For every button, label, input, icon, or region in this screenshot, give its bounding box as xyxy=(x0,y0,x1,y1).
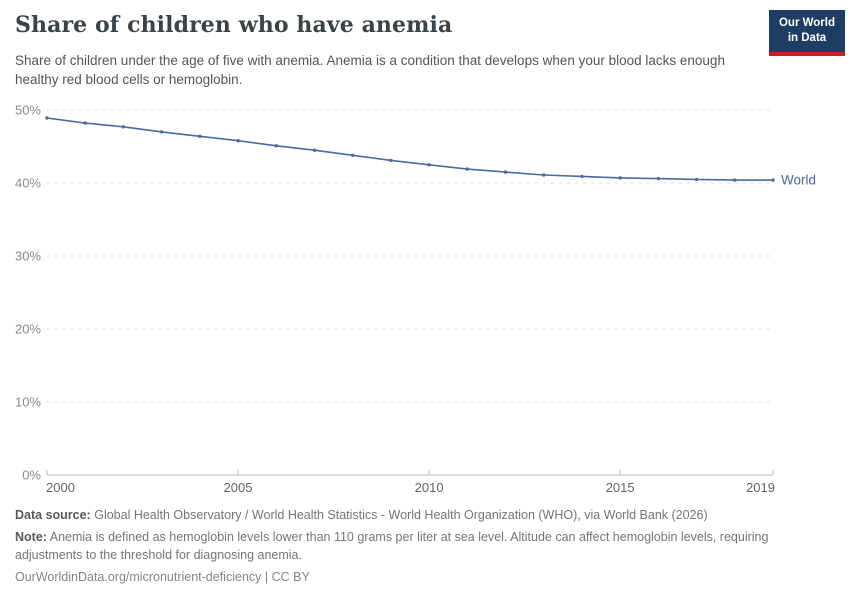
anemia-line-chart[interactable]: 0% 10% 20% 30% 40% 50% 2000 2005 2010 2015 2019 Wor… xyxy=(0,96,850,500)
x-tick-label: 2000 xyxy=(46,480,75,495)
x-tick-label: 2005 xyxy=(224,480,253,495)
data-point xyxy=(274,144,278,148)
data-point xyxy=(83,121,87,125)
note-label: Note: xyxy=(15,530,47,544)
data-point xyxy=(45,116,49,120)
data-source-line: Data source: Global Health Observatory /… xyxy=(15,506,837,524)
data-point xyxy=(351,153,355,157)
data-point xyxy=(465,167,469,171)
chart-footer: Data source: Global Health Observatory /… xyxy=(15,506,837,590)
data-source-label: Data source: xyxy=(15,508,91,522)
note-line: Note: Anemia is defined as hemoglobin le… xyxy=(15,528,837,564)
x-tick-label: 2010 xyxy=(415,480,444,495)
license-link[interactable]: OurWorldinData.org/micronutrient-deficie… xyxy=(15,570,310,584)
data-point xyxy=(733,178,737,182)
note-text: Anemia is defined as hemoglobin levels l… xyxy=(15,530,769,562)
x-tick-label: 2015 xyxy=(606,480,635,495)
data-point xyxy=(198,134,202,138)
data-point xyxy=(236,139,240,143)
y-tick-label: 30% xyxy=(15,249,41,264)
owid-logo: Our World in Data xyxy=(769,10,845,56)
y-tick-label: 20% xyxy=(15,322,41,337)
y-tick-label: 40% xyxy=(15,176,41,191)
data-point xyxy=(771,178,775,182)
data-point xyxy=(121,125,126,129)
series-line xyxy=(46,117,773,181)
data-point xyxy=(389,158,393,163)
chart-subtitle: Share of children under the age of five … xyxy=(15,53,725,87)
data-point xyxy=(159,130,164,134)
y-tick-label: 10% xyxy=(15,395,41,410)
owid-logo-line2: in Data xyxy=(787,31,827,44)
owid-logo-line1: Our World xyxy=(778,17,835,29)
data-point xyxy=(503,170,508,174)
data-point xyxy=(312,148,317,152)
page-title: Share of children who have anemia xyxy=(15,12,453,38)
data-point xyxy=(542,173,546,177)
y-tick-label: 0% xyxy=(22,468,41,483)
data-point xyxy=(618,176,622,180)
data-source-text: Global Health Observatory / World Health… xyxy=(94,508,708,522)
data-point xyxy=(694,177,699,182)
data-point xyxy=(580,174,584,179)
series-label[interactable]: World xyxy=(781,173,816,188)
data-point xyxy=(427,163,431,167)
x-tick-label: 2019 xyxy=(746,480,775,495)
y-tick-label: 50% xyxy=(15,103,41,118)
data-point xyxy=(656,176,661,181)
